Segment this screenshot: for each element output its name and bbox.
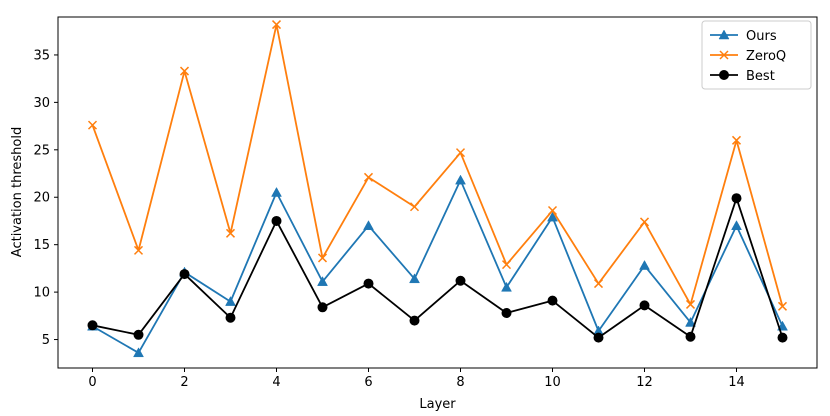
series-line-best: [92, 197, 784, 339]
data-point-zeroq: [547, 205, 558, 216]
data-point-zeroq: [685, 299, 696, 309]
series-line-zeroq: [91, 23, 784, 307]
plot-area: [58, 17, 817, 368]
data-point-zeroq: [639, 217, 650, 227]
data-point-best: [501, 307, 512, 318]
legend: Ours ZeroQ Best: [701, 20, 812, 90]
series-zeroq: [87, 20, 788, 311]
data-point-ours: [133, 347, 144, 358]
data-point-zeroq: [455, 148, 466, 158]
data-point-zeroq: [731, 135, 742, 145]
data-point-best: [179, 269, 190, 280]
data-point-best: [731, 193, 742, 204]
data-point-ours: [317, 276, 328, 286]
y-axis-ticks: 5 10 15 20 25 30 35: [33, 48, 58, 348]
series-layer: [87, 20, 788, 358]
data-point-best: [87, 320, 98, 331]
data-point-best: [455, 275, 466, 286]
y-tick-label: 5: [42, 333, 50, 348]
legend-label-best: Best: [746, 69, 775, 84]
data-point-best: [225, 312, 236, 323]
data-point-ours: [271, 186, 282, 197]
data-point-best: [547, 295, 558, 306]
y-tick-label: 10: [33, 286, 50, 301]
legend-label-ours: Ours: [746, 29, 777, 44]
data-point-zeroq: [87, 120, 98, 130]
legend-label-zeroq: ZeroQ: [746, 49, 786, 64]
data-point-zeroq: [777, 301, 788, 311]
data-point-ours: [409, 273, 420, 284]
data-point-ours: [501, 281, 512, 292]
legend-frame: [701, 20, 812, 90]
x-tick-label: 14: [728, 375, 745, 390]
data-point-zeroq: [179, 66, 190, 76]
legend-marker-ours: [718, 29, 730, 40]
data-point-zeroq: [409, 202, 420, 212]
legend-item-best: Best: [710, 69, 775, 84]
series-ours: [87, 174, 788, 358]
series-best: [87, 193, 788, 343]
data-point-ours: [547, 211, 558, 222]
data-point-best: [317, 302, 328, 313]
data-point-ours: [455, 174, 466, 185]
x-axis-ticks: 0 2 4 6 8 10 12 14: [88, 368, 745, 390]
series-line-ours: [92, 179, 784, 354]
legend-item-zeroq: ZeroQ: [710, 49, 786, 64]
x-axis-label: Layer: [419, 397, 456, 412]
data-point-best: [777, 332, 788, 343]
data-point-ours: [639, 260, 650, 270]
x-tick-label: 10: [544, 375, 561, 390]
data-point-best: [685, 331, 696, 342]
legend-marker-best: [719, 70, 729, 80]
y-tick-label: 25: [33, 143, 50, 158]
legend-item-ours: Ours: [710, 29, 777, 44]
y-axis-label: Activation threshold: [10, 127, 25, 257]
legend-marker-zeroq: [719, 50, 729, 60]
x-tick-label: 6: [364, 375, 372, 390]
x-tick-label: 2: [180, 375, 188, 390]
data-point-ours: [225, 296, 236, 306]
data-point-ours: [685, 316, 696, 327]
data-point-zeroq: [133, 245, 144, 255]
data-point-best: [271, 215, 282, 226]
y-tick-label: 15: [33, 238, 50, 253]
plot-frame: [57, 16, 818, 369]
data-point-zeroq: [363, 172, 374, 182]
data-point-best: [639, 300, 650, 311]
data-point-zeroq: [317, 253, 328, 263]
x-tick-label: 4: [272, 375, 280, 390]
data-point-best: [409, 315, 420, 326]
x-tick-label: 0: [88, 375, 96, 390]
data-point-zeroq: [501, 260, 512, 270]
data-point-best: [133, 329, 144, 340]
y-tick-label: 30: [33, 96, 50, 111]
data-point-ours: [731, 220, 742, 230]
y-tick-label: 35: [33, 48, 50, 63]
data-point-ours: [363, 220, 374, 230]
x-tick-label: 12: [636, 375, 653, 390]
y-tick-label: 20: [33, 191, 50, 206]
x-tick-label: 8: [456, 375, 464, 390]
data-point-zeroq: [271, 20, 282, 30]
data-point-best: [363, 278, 374, 289]
data-point-zeroq: [593, 279, 604, 289]
data-point-zeroq: [225, 228, 236, 238]
data-point-best: [593, 332, 604, 343]
